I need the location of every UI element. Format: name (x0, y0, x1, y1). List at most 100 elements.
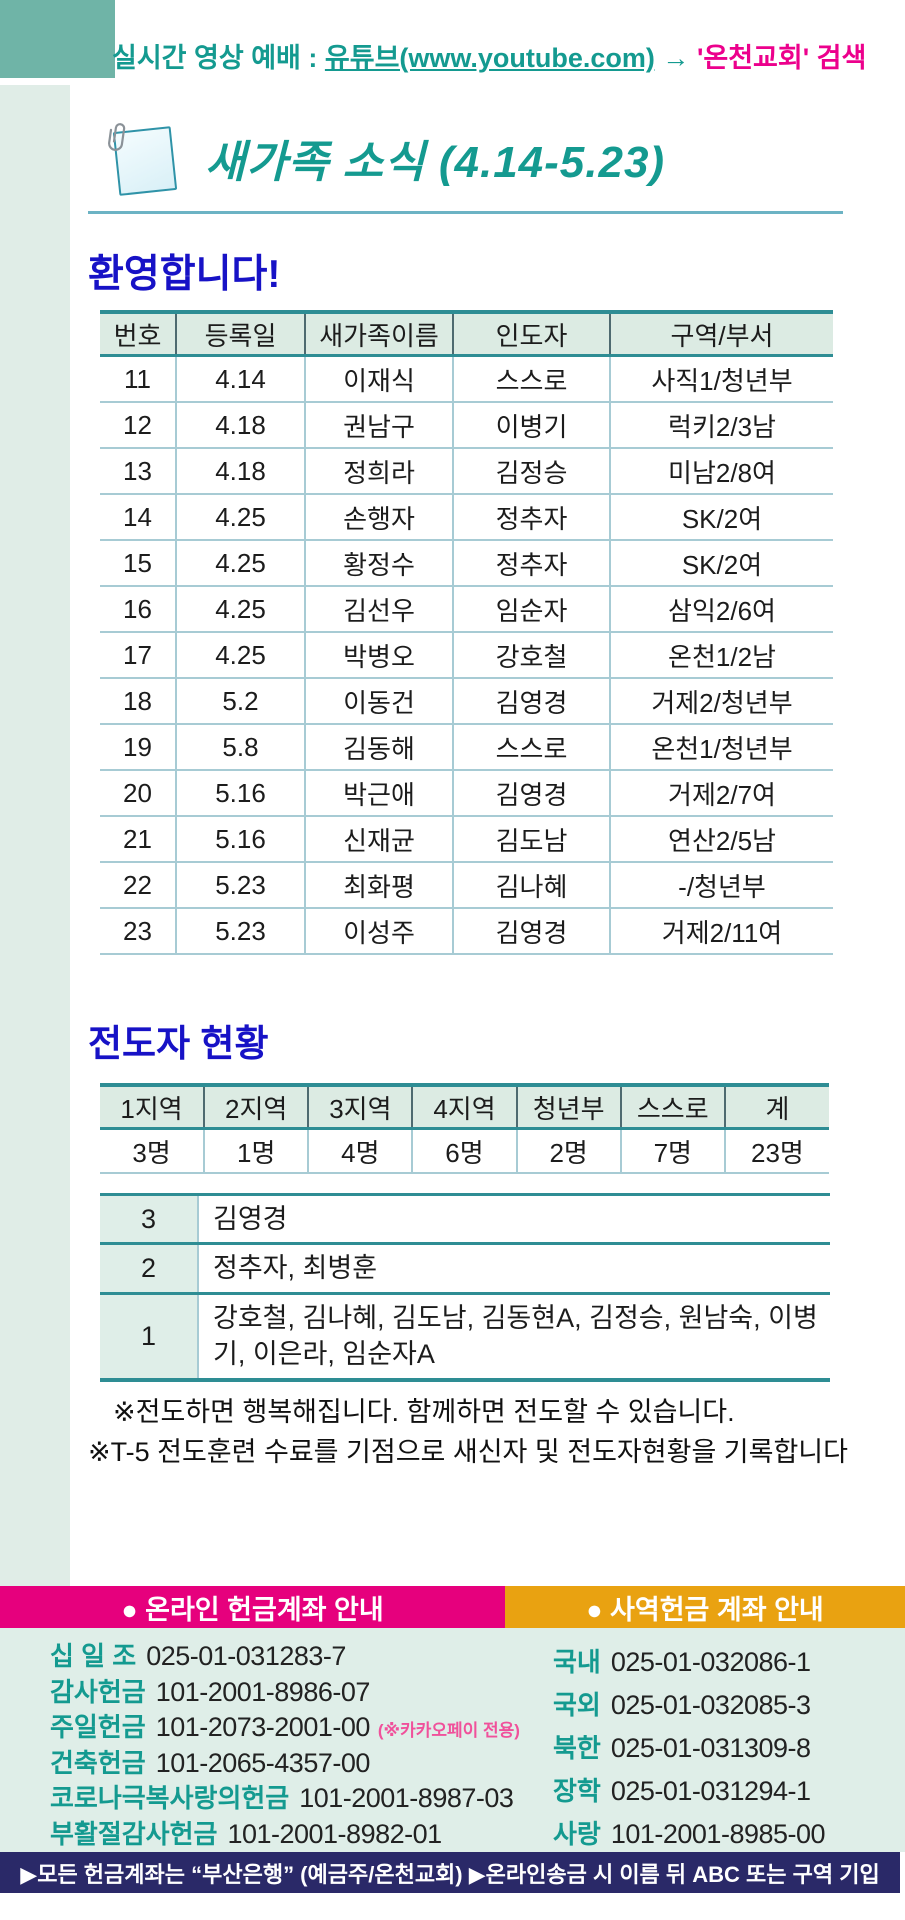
account-row: 코로나극복사랑의헌금 101-2001-8987-03 (50, 1778, 514, 1814)
summary-header-cell: 3지역 (307, 1083, 413, 1130)
account-row: 국내 025-01-032086-1 (553, 1642, 903, 1685)
newcomers-header-cell: 인도자 (452, 310, 610, 357)
cell-name: 권남구 (304, 402, 453, 449)
cell-date: 5.2 (175, 678, 305, 725)
cell-date: 5.23 (175, 862, 305, 909)
summary-value-cell: 1명 (203, 1128, 309, 1174)
account-number: 101-2001-8986-07 (155, 1676, 371, 1707)
cell-number: 13 (100, 448, 176, 495)
cell-district: 연산2/5남 (609, 816, 833, 863)
cell-date: 5.16 (175, 816, 305, 863)
cell-district: 럭키2/3남 (609, 402, 833, 449)
cell-date: 4.25 (175, 540, 305, 587)
table-row: 20 5.16 박근애 김영경 거제2/7여 (100, 770, 833, 817)
table-row: 19 5.8 김동해 스스로 온천1/청년부 (100, 724, 833, 771)
summary-header-cell: 계 (723, 1083, 829, 1130)
cell-district: 미남2/8여 (609, 448, 833, 495)
cell-name: 손행자 (304, 494, 453, 541)
table-row: 13 4.18 정희라 김정승 미남2/8여 (100, 448, 833, 495)
cell-guide: 김영경 (452, 770, 610, 817)
cell-date: 4.18 (175, 448, 305, 495)
account-row: 부활절감사헌금 101-2001-8982-01 (50, 1814, 510, 1850)
cell-number: 14 (100, 494, 176, 541)
summary-value-cell: 7명 (619, 1128, 725, 1174)
account-number: 025-01-031283-7 (146, 1641, 346, 1671)
account-row: 장학 025-01-031294-1 (553, 1771, 903, 1814)
cell-district: SK/2여 (609, 494, 833, 541)
cell-district: 거제2/청년부 (609, 678, 833, 725)
note-t5-training: ※T-5 전도훈련 수료를 기점으로 새신자 및 전도자현황을 기록합니다 (88, 1437, 848, 1467)
cell-district: 삼익2/6여 (609, 586, 833, 633)
cell-number: 12 (100, 402, 176, 449)
summary-header-cell: 스스로 (619, 1083, 725, 1130)
accounts-background (0, 1628, 905, 1852)
count-row: 2 정추자, 최병훈 (100, 1243, 830, 1294)
account-label: 건축헌금 (50, 1747, 146, 1778)
count-cell: 3 (100, 1194, 199, 1244)
cell-name: 이성주 (304, 908, 453, 955)
account-label: 국내 (553, 1647, 601, 1677)
account-label: 국외 (553, 1690, 601, 1720)
cell-name: 이재식 (304, 355, 453, 403)
evangelist-heading: 전도자 현황 (88, 1023, 269, 1064)
newcomers-header-cell: 번호 (100, 310, 176, 357)
account-row: 사랑 101-2001-8985-00 (553, 1814, 903, 1857)
cell-date: 4.18 (175, 402, 305, 449)
cell-name: 박근애 (304, 770, 453, 817)
newcomers-header-cell: 새가족이름 (304, 310, 453, 357)
evangelist-count-table: 3 김영경 2 정추자, 최병훈 1 강호철, 김나혜, 김도남, 김동현A, … (100, 1193, 830, 1382)
summary-header-row: 1지역 2지역 3지역 4지역 청년부 스스로 계 (100, 1083, 829, 1130)
cell-district: -/청년부 (609, 862, 833, 909)
cell-guide: 김나혜 (452, 862, 610, 909)
cell-guide: 강호철 (452, 632, 610, 679)
newcomers-header-cell: 구역/부서 (609, 310, 833, 357)
account-number: 025-01-031309-8 (610, 1733, 811, 1763)
account-label: 장학 (553, 1776, 601, 1806)
cell-number: 23 (100, 908, 176, 955)
account-label: 부활절감사헌금 (50, 1818, 218, 1849)
evangelist-summary-table: 1지역 2지역 3지역 4지역 청년부 스스로 계 3명 1명 4명 6명 2명 7명 23명 (100, 1083, 829, 1174)
names-cell: 김영경 (213, 1204, 288, 1234)
cell-date: 4.25 (175, 494, 305, 541)
youtube-link[interactable]: 유튜브(www.youtube.com) (324, 43, 655, 73)
summary-value-cell: 23명 (723, 1128, 829, 1174)
account-number: 101-2001-8987-03 (299, 1783, 514, 1814)
summary-value-cell: 6명 (411, 1128, 517, 1174)
newcomers-header-row: 번호 등록일 새가족이름 인도자 구역/부서 (100, 310, 833, 357)
online-accounts-header: ● 온라인 헌금계좌 안내 (0, 1586, 505, 1628)
cell-guide: 스스로 (452, 724, 610, 771)
cell-name: 최화평 (304, 862, 453, 909)
cell-number: 21 (100, 816, 176, 863)
names-cell: 강호철, 김나혜, 김도남, 김동현A, 김정승, 원남숙, 이병기, 이은라,… (213, 1302, 818, 1370)
count-cell: 1 (100, 1293, 199, 1380)
account-row: 북한 025-01-031309-8 (553, 1728, 903, 1771)
cell-number: 19 (100, 724, 176, 771)
cell-guide: 스스로 (452, 355, 610, 403)
cell-guide: 김도남 (452, 816, 610, 863)
count-row: 3 김영경 (100, 1194, 830, 1244)
account-number: 101-2001-8982-01 (227, 1818, 442, 1849)
account-number: 025-01-032086-1 (610, 1647, 811, 1677)
account-number: 025-01-032085-3 (610, 1690, 811, 1720)
newcomers-table: 번호 등록일 새가족이름 인도자 구역/부서 11 4.14 이재식 스스로 사직1/청… (100, 310, 833, 955)
table-row: 21 5.16 신재균 김도남 연산2/5남 (100, 816, 833, 863)
side-strip-decoration (0, 85, 70, 1586)
cell-guide: 이병기 (452, 402, 610, 449)
summary-value-cell: 2명 (515, 1128, 621, 1174)
summary-value-cell: 4명 (307, 1128, 413, 1174)
cell-name: 정희라 (304, 448, 453, 495)
cell-name: 황정수 (304, 540, 453, 587)
cell-number: 22 (100, 862, 176, 909)
account-number: 101-2001-8985-00 (610, 1819, 826, 1849)
summary-value-cell: 3명 (100, 1128, 205, 1174)
account-label: 사랑 (553, 1819, 601, 1849)
cell-number: 17 (100, 632, 176, 679)
account-number: 101-2073-2001-00 (155, 1712, 371, 1743)
table-row: 22 5.23 최화평 김나혜 -/청년부 (100, 862, 833, 909)
summary-header-cell: 4지역 (411, 1083, 517, 1130)
count-cell: 2 (100, 1243, 199, 1294)
cell-district: 사직1/청년부 (609, 355, 833, 403)
cell-district: 거제2/11여 (609, 908, 833, 955)
cell-district: SK/2여 (609, 540, 833, 587)
table-row: 17 4.25 박병오 강호철 온천1/2남 (100, 632, 833, 679)
